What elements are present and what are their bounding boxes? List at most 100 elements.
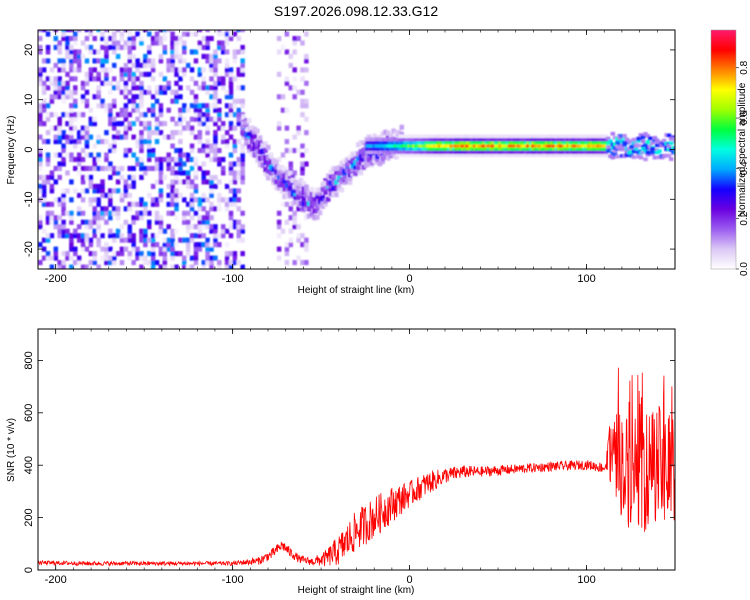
spectrogram-cell — [292, 219, 297, 225]
spectrogram-cell — [384, 147, 389, 151]
spectrogram-cell — [69, 76, 74, 82]
spectrogram-cell — [143, 62, 148, 68]
spectrogram-cell — [224, 264, 230, 269]
spectrogram-cell — [292, 85, 297, 91]
spectrogram-cell — [185, 30, 191, 33]
spectrogram-cell — [475, 137, 480, 142]
spectrogram-cell — [304, 242, 309, 248]
spectrogram-cell — [315, 207, 320, 213]
spectrogram-cell — [162, 264, 168, 269]
spectrogram-cell — [456, 137, 461, 142]
spectrogram-cell — [220, 228, 226, 234]
spectrogram-cell — [88, 44, 94, 51]
spectrogram-cell — [201, 161, 206, 167]
spectrogram-cell — [284, 242, 290, 248]
spectrogram-cell — [197, 233, 203, 239]
spectrogram-cell — [197, 121, 203, 127]
spectrogram-cell — [135, 143, 140, 149]
spectrogram-cell — [347, 172, 353, 178]
spectrogram-cell — [61, 31, 66, 37]
spectrogram-cell — [526, 147, 532, 151]
spectrogram-cell — [666, 133, 672, 138]
spectrogram-cell — [503, 137, 508, 142]
spectrogram-cell — [224, 242, 230, 248]
spectrogram-cell — [224, 228, 230, 234]
spectrogram-cell — [577, 147, 583, 151]
spectrogram-cell — [468, 137, 473, 142]
spectrogram-cell — [88, 49, 94, 55]
spectrogram-cell — [185, 264, 191, 269]
spectrogram-cell — [589, 143, 595, 148]
spectrogram-cell — [650, 150, 655, 155]
spectrogram-cell — [282, 173, 287, 180]
spectrogram-cell — [290, 190, 296, 196]
spectrogram-cell — [449, 147, 454, 151]
spectrogram-cell — [92, 228, 97, 234]
spectrogram-cell — [205, 103, 210, 109]
spectrogram-cell — [76, 139, 82, 145]
spectrogram-cell — [119, 233, 125, 239]
spectrogram-cell — [123, 89, 129, 95]
spectrogram-cell — [41, 107, 47, 113]
spectrogram-cell — [533, 150, 539, 154]
spectrogram-cell — [104, 251, 109, 257]
spectrogram-cell — [271, 177, 276, 183]
spectrogram-cell — [629, 153, 634, 158]
spectrogram-cell — [38, 188, 43, 194]
spectrogram-cell — [193, 112, 199, 118]
spectrogram-cell — [84, 246, 90, 252]
spectrogram-cell — [57, 152, 62, 158]
spectrogram-cell — [41, 192, 47, 198]
spectrogram-cell — [228, 260, 234, 266]
spectrogram-cell — [115, 179, 121, 185]
spectrogram-cell — [449, 150, 454, 154]
spectrogram-cell — [150, 94, 156, 100]
spectrogram-cell — [76, 210, 82, 216]
spectrogram-cell — [350, 163, 355, 169]
spectrogram-cell — [380, 158, 385, 165]
spectrogram-cell — [217, 260, 222, 266]
spectrogram-cell — [296, 35, 301, 42]
spectrogram-cell — [154, 179, 160, 185]
spectrogram-cell — [482, 140, 487, 145]
spectrogram-cell — [263, 155, 268, 161]
spectrogram-cell — [228, 94, 234, 100]
spectrogram-cell — [673, 150, 675, 155]
spectrogram-cell — [96, 94, 101, 100]
spectrogram-cell — [385, 134, 391, 140]
spectrogram-cell — [405, 137, 410, 142]
spectrogram-cell — [69, 152, 74, 158]
spectrogram-cell — [465, 140, 471, 145]
spectrogram-cell — [111, 165, 117, 172]
spectrogram-cell — [139, 143, 144, 149]
spectrogram-cell — [182, 264, 187, 269]
spectrogram-x-tick-label: 0 — [407, 273, 413, 285]
spectrogram-cell — [174, 206, 179, 212]
spectrogram-cell — [232, 192, 238, 198]
spectrogram-cell — [444, 140, 450, 145]
spectrogram-cell — [127, 183, 133, 189]
spectrogram-cell — [257, 155, 263, 161]
spectrogram-cell — [347, 179, 353, 185]
spectrogram-cell — [296, 206, 301, 212]
spectrogram-cell — [158, 228, 164, 234]
spectrogram-cell — [193, 31, 199, 37]
spectrogram-cell — [468, 134, 473, 139]
spectrogram-cell — [217, 76, 222, 82]
spectrogram-cell — [76, 192, 82, 198]
spectrogram-cell — [361, 140, 366, 146]
spectrogram-cell — [657, 142, 662, 147]
spectrogram-cell — [285, 175, 290, 181]
spectrogram-cell — [174, 44, 179, 51]
spectrogram-y-tick-label: -10 — [23, 191, 35, 207]
spectrogram-cell — [53, 215, 59, 221]
spectrogram-cell — [568, 134, 574, 139]
spectrogram-cell — [519, 150, 524, 154]
spectrogram-cell — [158, 112, 164, 118]
spectrogram-cell — [217, 179, 222, 185]
spectrogram-cell — [479, 143, 485, 148]
spectrogram-cell — [123, 134, 129, 140]
spectrogram-cell — [205, 179, 210, 185]
spectrogram-cell — [104, 192, 109, 198]
spectrogram-cell — [162, 174, 168, 180]
